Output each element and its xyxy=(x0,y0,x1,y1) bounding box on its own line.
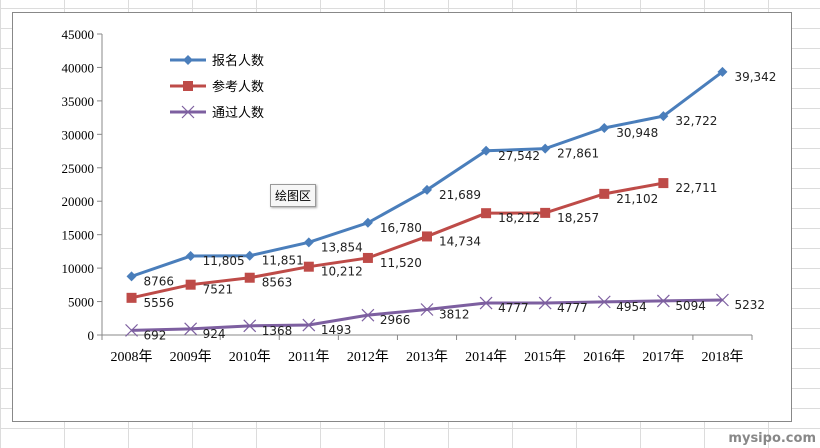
chart-area[interactable] xyxy=(12,12,792,422)
legend-label: 参考人数 xyxy=(212,79,264,95)
data-point xyxy=(481,145,492,156)
data-point xyxy=(422,231,432,242)
data-label: 18,212 xyxy=(498,211,540,225)
data-label: 11,520 xyxy=(380,256,422,270)
data-point xyxy=(481,208,492,219)
data-label: 16,780 xyxy=(380,221,422,235)
data-label: 30,948 xyxy=(616,126,658,140)
data-point xyxy=(658,178,669,189)
data-point xyxy=(302,318,316,332)
series-line-1 xyxy=(131,181,664,300)
data-point xyxy=(126,292,137,303)
y-tick-label: 35000 xyxy=(62,94,95,109)
data-label: 10,212 xyxy=(321,265,363,279)
x-tick-label: 2017年 xyxy=(642,349,684,365)
data-point xyxy=(185,251,196,262)
data-label: 4954 xyxy=(616,300,647,314)
data-label: 1368 xyxy=(262,324,293,338)
data-point xyxy=(597,295,611,309)
x-tick-label: 2018年 xyxy=(701,349,743,365)
data-label: 11,805 xyxy=(203,254,245,268)
data-point xyxy=(362,252,373,263)
data-label: 8563 xyxy=(262,276,293,290)
legend-marker xyxy=(183,55,193,65)
data-point xyxy=(244,250,255,261)
data-point xyxy=(125,323,138,337)
data-point xyxy=(184,322,198,336)
y-tick-label: 10000 xyxy=(62,261,95,276)
data-label: 8766 xyxy=(144,274,175,288)
data-label: 7521 xyxy=(203,283,234,297)
data-point xyxy=(599,122,610,133)
legend-marker xyxy=(183,81,193,91)
x-tick-label: 2011年 xyxy=(288,349,329,365)
data-point xyxy=(656,294,670,308)
legend-label: 报名人数 xyxy=(212,53,264,69)
data-label: 39,342 xyxy=(734,70,776,84)
x-tick-label: 2010年 xyxy=(229,349,271,365)
data-label: 924 xyxy=(203,327,226,341)
data-label: 2966 xyxy=(380,313,411,327)
data-label: 27,861 xyxy=(557,147,599,161)
data-label: 1493 xyxy=(321,323,352,337)
x-tick-label: 2012年 xyxy=(347,349,389,365)
data-point xyxy=(361,308,375,322)
data-point xyxy=(303,237,314,248)
watermark: mysipo.com xyxy=(728,431,816,446)
data-label: 21,102 xyxy=(616,192,658,206)
data-label: 3812 xyxy=(439,308,470,322)
data-label: 32,722 xyxy=(675,114,717,128)
plot-area-tooltip: 绘图区 xyxy=(270,184,317,207)
data-point xyxy=(243,319,257,333)
data-point xyxy=(716,293,729,307)
data-label: 21,689 xyxy=(439,188,481,202)
data-point xyxy=(479,296,493,310)
data-label: 14,734 xyxy=(439,234,481,248)
y-tick-label: 0 xyxy=(88,328,95,343)
y-tick-label: 5000 xyxy=(68,295,94,310)
data-point xyxy=(717,66,728,77)
series-line-0 xyxy=(131,70,724,278)
data-label: 4777 xyxy=(498,301,529,315)
data-point xyxy=(185,279,196,290)
data-label: 27,542 xyxy=(498,149,540,163)
data-label: 692 xyxy=(144,328,167,342)
y-tick-label: 30000 xyxy=(62,127,95,142)
y-tick-label: 45000 xyxy=(62,27,95,42)
x-tick-label: 2014年 xyxy=(465,349,507,365)
data-point xyxy=(599,188,610,199)
data-point xyxy=(126,271,137,282)
data-point xyxy=(540,143,551,154)
legend-marker xyxy=(181,105,195,119)
data-point xyxy=(422,184,432,195)
y-tick-label: 15000 xyxy=(62,228,95,243)
data-point xyxy=(420,303,434,316)
data-point xyxy=(303,261,314,272)
data-point xyxy=(538,296,552,310)
x-tick-label: 2016年 xyxy=(583,349,625,365)
y-tick-label: 25000 xyxy=(62,161,95,176)
y-tick-label: 20000 xyxy=(62,194,95,209)
data-label: 13,854 xyxy=(321,240,363,254)
data-label: 11,851 xyxy=(262,254,304,268)
data-point xyxy=(540,207,551,218)
data-label: 4777 xyxy=(557,301,588,315)
data-label: 5556 xyxy=(144,296,175,310)
x-tick-label: 2013年 xyxy=(406,349,448,365)
data-point xyxy=(658,111,669,122)
y-tick-label: 40000 xyxy=(62,60,95,75)
data-label: 22,711 xyxy=(675,181,717,195)
legend-label: 通过人数 xyxy=(212,106,264,121)
data-label: 5094 xyxy=(675,299,706,313)
data-point xyxy=(244,272,255,283)
x-tick-label: 2008年 xyxy=(111,349,153,365)
x-tick-label: 2015年 xyxy=(524,349,566,365)
x-tick-label: 2009年 xyxy=(170,349,212,365)
data-label: 18,257 xyxy=(557,211,599,225)
data-point xyxy=(362,217,373,228)
data-label: 5232 xyxy=(734,298,765,312)
